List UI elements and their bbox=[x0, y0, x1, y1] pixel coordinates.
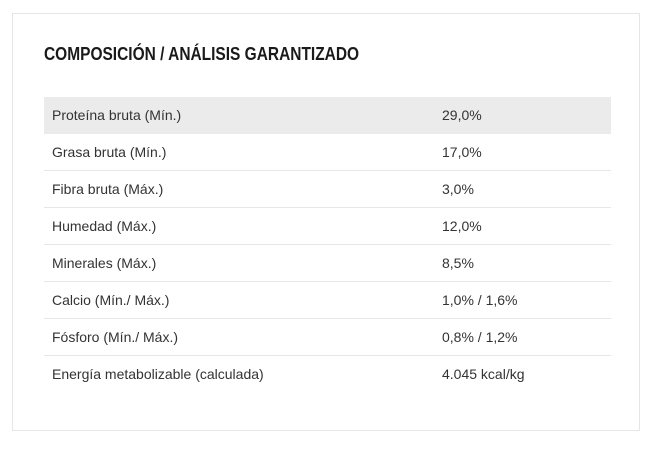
table-row: Minerales (Máx.) 8,5% bbox=[44, 245, 611, 282]
row-value: 17,0% bbox=[442, 144, 482, 160]
row-label: Grasa bruta (Mín.) bbox=[52, 144, 167, 160]
row-label: Calcio (Mín./ Máx.) bbox=[52, 292, 170, 308]
table-row: Energía metabolizable (calculada) 4.045 … bbox=[44, 356, 611, 392]
row-label: Energía metabolizable (calculada) bbox=[52, 366, 264, 382]
table-row: Proteína bruta (Mín.) 29,0% bbox=[44, 97, 611, 134]
table-row: Calcio (Mín./ Máx.) 1,0% / 1,6% bbox=[44, 282, 611, 319]
row-value: 29,0% bbox=[442, 107, 482, 123]
table-row: Fibra bruta (Máx.) 3,0% bbox=[44, 171, 611, 208]
row-label: Humedad (Máx.) bbox=[52, 218, 157, 234]
row-label: Minerales (Máx.) bbox=[52, 255, 157, 271]
row-label: Fósforo (Mín./ Máx.) bbox=[52, 329, 179, 345]
table-row: Grasa bruta (Mín.) 17,0% bbox=[44, 134, 611, 171]
analysis-table: Proteína bruta (Mín.) 29,0% Grasa bruta … bbox=[44, 97, 611, 392]
row-value: 4.045 kcal/kg bbox=[442, 366, 525, 382]
analysis-card: COMPOSICIÓN / ANÁLISIS GARANTIZADO Prote… bbox=[12, 13, 640, 431]
row-value: 3,0% bbox=[442, 181, 474, 197]
table-row: Humedad (Máx.) 12,0% bbox=[44, 208, 611, 245]
row-value: 12,0% bbox=[442, 218, 482, 234]
row-label: Fibra bruta (Máx.) bbox=[52, 181, 164, 197]
row-value: 0,8% / 1,2% bbox=[442, 329, 518, 345]
row-value: 8,5% bbox=[442, 255, 474, 271]
row-label: Proteína bruta (Mín.) bbox=[52, 107, 182, 123]
table-row: Fósforo (Mín./ Máx.) 0,8% / 1,2% bbox=[44, 319, 611, 356]
section-title: COMPOSICIÓN / ANÁLISIS GARANTIZADO bbox=[44, 44, 360, 64]
row-value: 1,0% / 1,6% bbox=[442, 292, 518, 308]
